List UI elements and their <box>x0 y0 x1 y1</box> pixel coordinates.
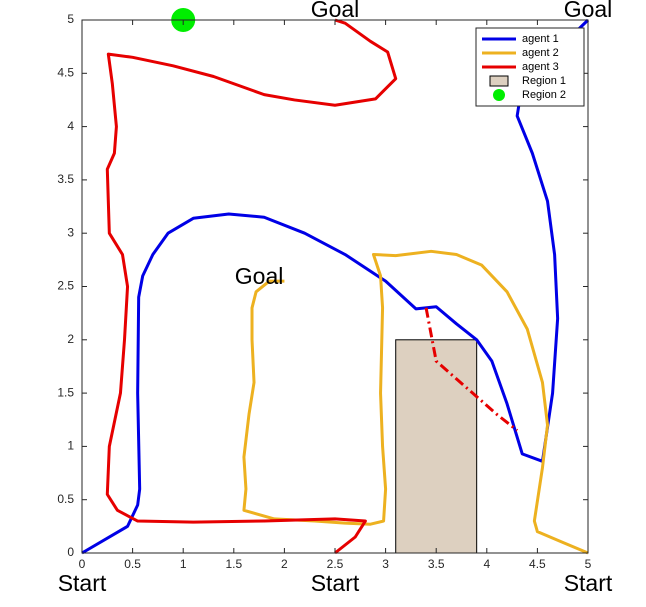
x-tick-label: 4.5 <box>529 557 546 571</box>
legend-swatch <box>489 75 509 87</box>
x-tick-label: 5 <box>585 557 592 571</box>
agent-path <box>81 18 590 555</box>
y-tick-label: 4.5 <box>57 65 74 79</box>
y-tick-label: 0.5 <box>57 492 74 506</box>
annotation: Goal <box>311 0 360 22</box>
annotation: Goal <box>564 0 613 22</box>
region-rect <box>395 339 478 554</box>
legend-label: Region 2 <box>522 89 566 101</box>
annotation: Start <box>564 570 613 596</box>
legend-label: agent 2 <box>522 47 559 59</box>
x-tick-label: 4 <box>483 557 490 571</box>
annotation: Start <box>311 570 360 596</box>
y-tick-label: 3 <box>67 225 74 239</box>
x-tick-label: 1 <box>180 557 187 571</box>
y-tick-label: 3.5 <box>57 172 74 186</box>
x-tick-label: 3.5 <box>428 557 445 571</box>
y-tick-label: 1.5 <box>57 385 74 399</box>
annotation: Goal <box>235 263 284 289</box>
legend: agent 1 agent 2 agent 3 Region 1 Region 2 <box>475 27 585 107</box>
agent-path <box>242 249 589 555</box>
x-tick-label: 3 <box>382 557 389 571</box>
legend-label: agent 1 <box>522 33 559 45</box>
x-tick-label: 2.5 <box>327 557 344 571</box>
x-tick-label: 0.5 <box>124 557 141 571</box>
y-tick-label: 5 <box>67 12 74 26</box>
x-tick-label: 2 <box>281 557 288 571</box>
legend-label: Region 1 <box>522 75 566 87</box>
y-tick-label: 0 <box>67 545 74 559</box>
y-tick-label: 2 <box>67 332 74 346</box>
x-tick-label: 1.5 <box>225 557 242 571</box>
legend-swatch <box>493 89 505 101</box>
y-tick-label: 4 <box>67 119 74 133</box>
y-tick-label: 2.5 <box>57 279 74 293</box>
legend-label: agent 3 <box>522 61 559 73</box>
annotation: Start <box>58 570 107 596</box>
x-tick-label: 0 <box>79 557 86 571</box>
agent-path <box>105 18 398 555</box>
y-tick-label: 1 <box>67 439 74 453</box>
agent-dashed-path <box>424 307 519 432</box>
